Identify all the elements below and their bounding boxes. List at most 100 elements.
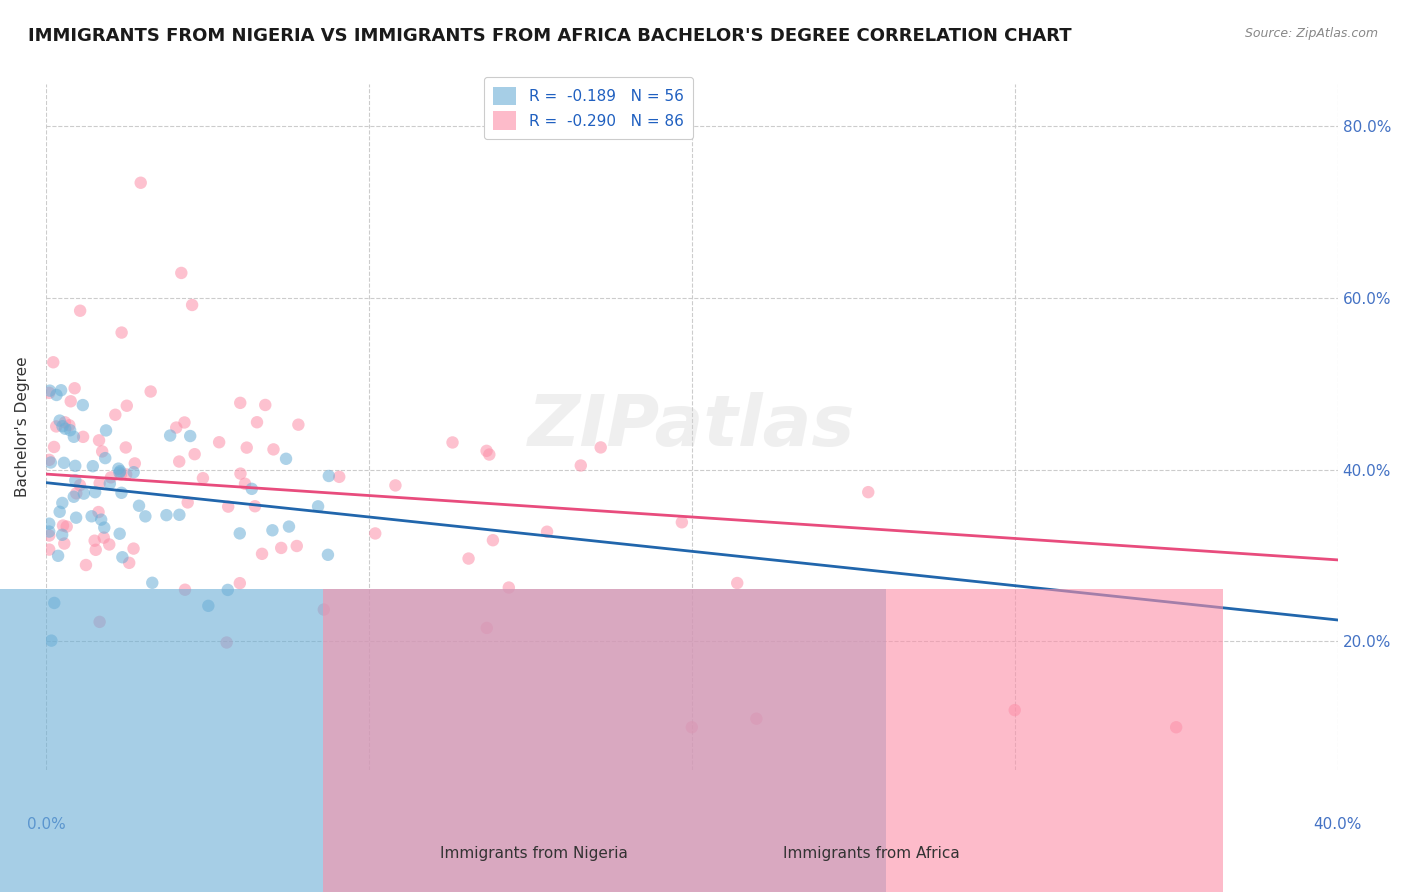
Point [72, 430, 94, 444]
Text: Source: ZipAtlas.com: Source: ZipAtlas.com [1244, 27, 1378, 40]
Text: ZIPatlas: ZIPatlas [529, 392, 855, 461]
Point [229, 576, 252, 591]
Point [118, 556, 141, 570]
Point [87, 434, 110, 448]
Point [681, 720, 703, 734]
Point [58, 418, 80, 433]
Point [110, 326, 132, 340]
Point [38, 528, 60, 542]
Point [104, 408, 127, 422]
Point [59, 394, 82, 409]
Point [63, 381, 86, 395]
Point [45, 388, 67, 402]
Point [51, 419, 73, 434]
Point [111, 550, 134, 565]
Point [475, 443, 498, 458]
Point [307, 500, 329, 514]
Point [217, 500, 239, 514]
Point [94, 451, 117, 466]
Point [124, 457, 146, 471]
Point [254, 398, 277, 412]
Point [169, 508, 191, 522]
Point [107, 461, 129, 475]
Point [55, 519, 77, 533]
Point [38, 524, 60, 539]
Point [250, 547, 273, 561]
Point [243, 500, 266, 514]
Point [165, 420, 187, 434]
Text: Immigrants from Africa: Immigrants from Africa [783, 846, 960, 861]
Point [108, 466, 131, 480]
Point [179, 429, 201, 443]
Point [84, 485, 107, 500]
Point [498, 581, 520, 595]
Point [235, 441, 257, 455]
Point [745, 712, 768, 726]
Point [858, 485, 880, 500]
Point [181, 298, 204, 312]
Y-axis label: Bachelor's Degree: Bachelor's Degree [15, 357, 30, 497]
Point [262, 523, 284, 537]
Point [174, 582, 197, 597]
Point [91, 444, 114, 458]
Point [475, 621, 498, 635]
Point [108, 526, 131, 541]
Point [287, 417, 309, 432]
Point [94, 424, 117, 438]
Point [536, 524, 558, 539]
Point [122, 541, 145, 556]
Point [159, 428, 181, 442]
Point [328, 470, 350, 484]
Point [39, 456, 62, 470]
Point [42, 355, 65, 369]
Point [110, 485, 132, 500]
Point [183, 447, 205, 461]
Point [246, 415, 269, 429]
Point [155, 508, 177, 523]
Point [115, 467, 138, 482]
Point [108, 464, 131, 478]
Point [569, 458, 592, 473]
Point [482, 533, 505, 548]
Point [51, 528, 73, 542]
Point [197, 599, 219, 613]
Point [128, 499, 150, 513]
Text: 0.0%: 0.0% [27, 817, 65, 832]
Point [278, 519, 301, 533]
Point [93, 520, 115, 534]
Point [38, 542, 60, 557]
Point [191, 471, 214, 485]
Legend: R =  -0.189   N = 56, R =  -0.290   N = 86: R = -0.189 N = 56, R = -0.290 N = 86 [484, 78, 693, 139]
Point [229, 467, 252, 481]
Point [98, 537, 121, 551]
Point [274, 451, 297, 466]
Point [51, 496, 73, 510]
Point [69, 478, 91, 492]
Point [100, 470, 122, 484]
Text: Immigrants from Nigeria: Immigrants from Nigeria [440, 846, 628, 861]
Point [53, 536, 76, 550]
Point [110, 467, 132, 482]
Point [82, 459, 104, 474]
Point [83, 533, 105, 548]
Point [45, 419, 67, 434]
Point [53, 415, 76, 429]
Point [69, 303, 91, 318]
Point [318, 469, 340, 483]
Point [65, 486, 87, 500]
Point [725, 576, 748, 591]
Point [364, 526, 387, 541]
Point [115, 399, 138, 413]
Point [263, 442, 285, 457]
Point [46, 549, 69, 563]
Point [48, 505, 70, 519]
Point [44, 596, 66, 610]
Point [1004, 703, 1026, 717]
Text: 40.0%: 40.0% [1313, 817, 1362, 832]
Point [114, 441, 136, 455]
Point [75, 558, 97, 572]
Point [457, 551, 479, 566]
Point [441, 435, 464, 450]
Point [208, 435, 231, 450]
Point [671, 516, 693, 530]
